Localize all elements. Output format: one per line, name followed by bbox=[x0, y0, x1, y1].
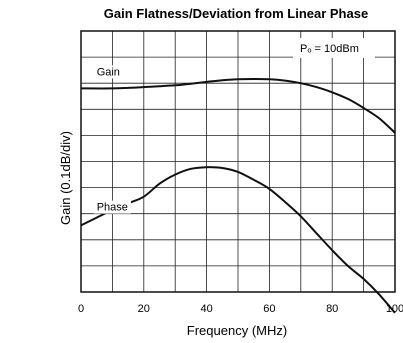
power-annotation: Pₒ = 10dBm bbox=[293, 38, 375, 58]
x-tick-labels: 0 20 40 60 80 100 bbox=[78, 303, 403, 315]
series-label-gain: Gain bbox=[97, 66, 120, 78]
x-tick-label: 20 bbox=[138, 303, 150, 315]
x-axis-label: Frequency (MHz) bbox=[187, 323, 287, 338]
x-tick-label: 0 bbox=[78, 303, 84, 315]
plot-frame bbox=[80, 30, 396, 293]
x-tick-label: 60 bbox=[263, 303, 275, 315]
grid bbox=[81, 31, 395, 292]
x-tick-label: 40 bbox=[200, 303, 212, 315]
series-line-gain bbox=[80, 77, 396, 134]
series-label-background bbox=[93, 65, 123, 79]
series-layer: Gain Phase bbox=[80, 65, 396, 314]
x-tick-label: 80 bbox=[326, 303, 338, 315]
x-tick-label: 100 bbox=[386, 303, 403, 315]
series-label-background bbox=[93, 200, 131, 214]
y-axis-label: Gain (0.1dB/div) bbox=[58, 131, 73, 225]
power-annotation-text: Pₒ = 10dBm bbox=[300, 43, 359, 55]
chart-title: Gain Flatness/Deviation from Linear Phas… bbox=[104, 6, 368, 21]
series-label-phase: Phase bbox=[97, 202, 128, 214]
series-line-phase bbox=[80, 166, 396, 314]
